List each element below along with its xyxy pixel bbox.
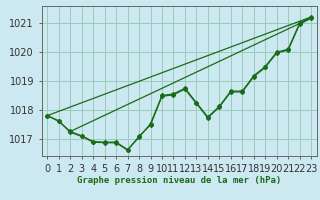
X-axis label: Graphe pression niveau de la mer (hPa): Graphe pression niveau de la mer (hPa) xyxy=(77,176,281,185)
